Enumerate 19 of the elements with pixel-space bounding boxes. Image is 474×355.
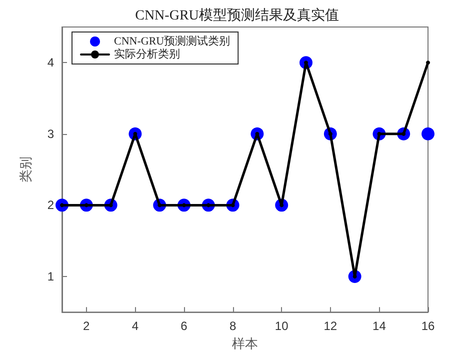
x-tick-label: 6 — [180, 319, 188, 334]
x-tick-label: 14 — [372, 319, 386, 334]
x-tick-label: 2 — [83, 319, 90, 334]
chart-title: CNN-GRU模型预测结果及真实值 — [135, 8, 339, 24]
x-tick-label: 10 — [274, 319, 289, 334]
x-tick-label: 16 — [421, 319, 435, 334]
y-tick-label: 4 — [47, 56, 54, 70]
y-tick-label: 3 — [47, 126, 54, 141]
legend-label: CNN-GRU预测测试类别 — [114, 34, 230, 48]
x-tick-label: 12 — [324, 319, 338, 334]
point — [426, 60, 430, 65]
y-tick-label: 1 — [47, 269, 54, 284]
legend-label: 实际分析类别 — [114, 48, 180, 60]
x-axis-title: 样本 — [232, 336, 258, 351]
y-axis-title: 类别 — [18, 156, 33, 183]
x-tick-label: 4 — [132, 319, 139, 334]
point — [422, 127, 434, 140]
x-tick-label: 8 — [229, 319, 236, 334]
y-tick-label: 2 — [47, 198, 54, 212]
